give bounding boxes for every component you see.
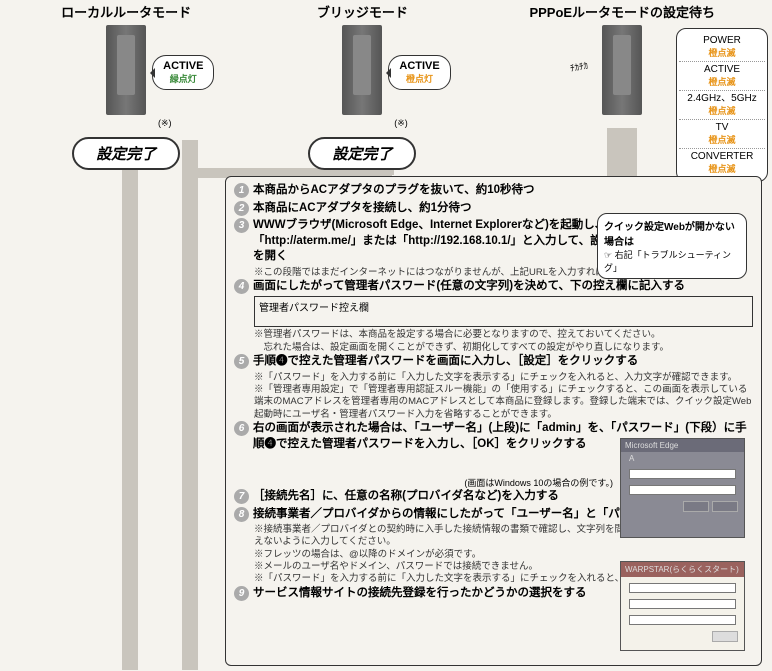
callout-quickweb: クイック設定Webが開かない場合は ☞ 右記「トラブルシューティング」 xyxy=(597,213,747,279)
num-2: 2 xyxy=(234,201,249,216)
step5-n2: ※「管理者専用設定」で「管理者専用認証スルー機能」の「使用する」にチェックすると… xyxy=(254,384,753,421)
ss2-field1[interactable] xyxy=(629,583,736,593)
ss2-title: WARPSTAR(らくらくスタート) xyxy=(621,562,744,577)
num-8: 8 xyxy=(234,507,249,522)
status-tv: TV 橙点滅 xyxy=(679,120,765,149)
mode-local: ローカルルータモード ACTIVE 緑点灯 (※) 設定完了 xyxy=(8,2,244,198)
device-local xyxy=(106,25,146,115)
bubble-bridge-s: 橙点灯 xyxy=(406,74,433,84)
num-3: 3 xyxy=(234,218,249,233)
mode-bridge-title: ブリッジモード xyxy=(244,2,480,21)
status-conv: CONVERTER 橙点滅 xyxy=(679,149,765,177)
page-container: ローカルルータモード ACTIVE 緑点灯 (※) 設定完了 ブリッジモード A… xyxy=(0,0,772,671)
status-power: POWER 橙点滅 xyxy=(679,33,765,62)
step4-text: 画面にしたがって管理者パスワード(任意の文字列)を決めて、下の控え欄に記入する xyxy=(253,279,753,295)
ss1-label: A xyxy=(621,452,744,463)
steps-box: 1本商品からACアダプタのプラグを抜いて、約10秒待つ 2本商品にACアダプタを… xyxy=(225,176,762,666)
num-4: 4 xyxy=(234,279,249,294)
sl1a: POWER xyxy=(703,35,741,46)
mode-bridge: ブリッジモード ACTIVE 橙点灯 (※) 設定完了 xyxy=(244,2,480,198)
note-bridge: (※) xyxy=(244,118,480,129)
ss2-field2[interactable] xyxy=(629,599,736,609)
step-1: 1 本商品からACアダプタのプラグを抜いて、約10秒待つ xyxy=(234,183,753,199)
top-row: ローカルルータモード ACTIVE 緑点灯 (※) 設定完了 ブリッジモード A… xyxy=(0,0,772,198)
screenshot-warpstar: WARPSTAR(らくらくスタート) xyxy=(620,561,745,651)
sl1b: 橙点滅 xyxy=(708,48,735,58)
ss1-ok[interactable] xyxy=(683,501,709,512)
ss2-field3[interactable] xyxy=(629,615,736,625)
status-wifi: 2.4GHz、5GHz 橙点滅 xyxy=(679,91,765,120)
sl2a: ACTIVE xyxy=(704,64,740,75)
step8-n1: ※接続事業者／プロバイダとの契約時に入手した接続情報の書類で確認し、文字列を間違… xyxy=(254,524,638,549)
mode-local-title: ローカルルータモード xyxy=(8,2,244,21)
num-5: 5 xyxy=(234,354,249,369)
ss2-btn[interactable] xyxy=(712,631,738,642)
ss1-cancel[interactable] xyxy=(712,501,738,512)
sl3b: 橙点滅 xyxy=(708,106,735,116)
status-active: ACTIVE 橙点滅 xyxy=(679,62,765,91)
done-bridge: 設定完了 xyxy=(308,137,416,170)
callout-l2: 右記「トラブルシューティング」 xyxy=(604,250,731,273)
sl3a: 2.4GHz、5GHz xyxy=(687,93,756,104)
step1-text: 本商品からACアダプタのプラグを抜いて、約10秒待つ xyxy=(253,183,753,199)
ss1-title: Microsoft Edge xyxy=(621,439,744,452)
step-5: 5 手順❹で控えた管理者パスワードを画面に入力し、［設定］をクリックする xyxy=(234,354,753,370)
device-pppoe xyxy=(602,25,642,115)
num-6: 6 xyxy=(234,421,249,436)
device-bridge xyxy=(342,25,382,115)
sl4b: 橙点滅 xyxy=(708,135,735,145)
note-local: (※) xyxy=(8,118,244,129)
flow-bar-mid xyxy=(182,140,198,670)
step4-n2: 忘れた場合は、設定画面を開くことができず、初期化してすべての設定がやり直しになり… xyxy=(254,342,753,354)
step4-n1: ※管理者パスワードは、本商品を設定する場合に必要となりますので、控えておいてくだ… xyxy=(254,329,753,341)
ss1-pass-field[interactable] xyxy=(629,485,736,495)
bubble-local: ACTIVE 緑点灯 xyxy=(152,55,214,90)
memo-label: 管理者パスワード控え欄 xyxy=(259,303,369,314)
step8-n2: ※フレッツの場合は、@以降のドメインが必須です。 xyxy=(254,549,753,561)
sl2b: 橙点滅 xyxy=(708,77,735,87)
bubble-local-s: 緑点灯 xyxy=(170,74,197,84)
bubble-bridge-t: ACTIVE xyxy=(399,60,439,72)
sl5b: 橙点滅 xyxy=(708,164,735,174)
sl5a: CONVERTER xyxy=(691,151,754,162)
step5-n1: ※「パスワード」を入力する前に「入力した文字を表示する」にチェックを入れると、入… xyxy=(254,372,753,384)
sl4a: TV xyxy=(716,122,729,133)
mode-pppoe-title: PPPoEルータモードの設定待ち xyxy=(481,2,765,21)
bubble-bridge: ACTIVE 橙点灯 xyxy=(388,55,450,90)
bubble-local-t: ACTIVE xyxy=(163,60,203,72)
callout-l1: クイック設定Webが開かない場合は xyxy=(604,222,735,248)
step-4: 4 画面にしたがって管理者パスワード(任意の文字列)を決めて、下の控え欄に記入する xyxy=(234,279,753,295)
done-local: 設定完了 xyxy=(72,137,180,170)
step5-text: 手順❹で控えた管理者パスワードを画面に入力し、［設定］をクリックする xyxy=(253,354,753,370)
flow-bar-left xyxy=(122,160,138,670)
screenshot-win-auth: Microsoft Edge A xyxy=(620,438,745,538)
num-7: 7 xyxy=(234,489,249,504)
ss1-user-field[interactable] xyxy=(629,469,736,479)
password-memo-box[interactable]: 管理者パスワード控え欄 xyxy=(254,296,753,327)
num-1: 1 xyxy=(234,183,249,198)
num-9: 9 xyxy=(234,586,249,601)
status-box: POWER橙点滅 ACTIVE橙点滅 2.4GHz、5GHz橙点滅 TV橙点滅 … xyxy=(676,28,768,182)
arrow-pppoe xyxy=(607,128,637,178)
